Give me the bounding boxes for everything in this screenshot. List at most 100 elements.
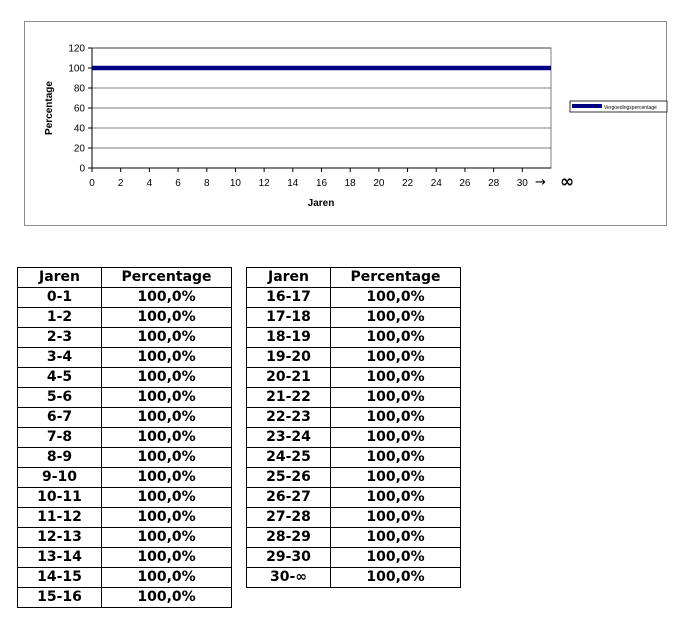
legend-swatch (572, 104, 602, 108)
table-row: 1-2 100,0% (17, 307, 232, 328)
cell-jaren: 12-13 (17, 527, 102, 548)
table-row: 13-14 100,0% (17, 547, 232, 568)
table-row: 5-6 100,0% (17, 387, 232, 408)
legend-box (569, 100, 668, 113)
x-tick-label: 30 (517, 178, 529, 189)
cell-jaren: 30-∞ (246, 567, 331, 588)
cell-jaren: 18-19 (246, 327, 331, 348)
cell-percentage: 100,0% (330, 407, 461, 428)
x-tick-label: 8 (204, 178, 210, 189)
table-header-row: Jaren Percentage (246, 267, 461, 288)
cell-percentage: 100,0% (101, 527, 232, 548)
cell-jaren: 15-16 (17, 587, 102, 608)
cell-percentage: 100,0% (330, 527, 461, 548)
y-tick-label: 40 (74, 124, 86, 135)
legend: Vergoedingspercentage (569, 100, 668, 113)
cell-percentage: 100,0% (330, 447, 461, 468)
table-row: 11-12 100,0% (17, 507, 232, 528)
cell-jaren: 28-29 (246, 527, 331, 548)
x-tick-label: 14 (287, 178, 299, 189)
y-tick-label: 80 (74, 84, 86, 95)
cell-jaren: 0-1 (17, 287, 102, 308)
table-row: 30-∞ 100,0% (246, 567, 461, 588)
cell-percentage: 100,0% (330, 487, 461, 508)
y-axis-ticks: 0 20 40 60 80 100 120 (68, 44, 92, 175)
table-row: 9-10 100,0% (17, 467, 232, 488)
y-tick-label: 20 (74, 144, 86, 155)
table-row: 14-15 100,0% (17, 567, 232, 588)
cell-jaren: 4-5 (17, 367, 102, 388)
cell-percentage: 100,0% (101, 287, 232, 308)
x-axis-end-infinity: ∞ (560, 172, 574, 192)
table-row: 8-9 100,0% (17, 447, 232, 468)
cell-percentage: 100,0% (101, 307, 232, 328)
rates-table-right: Jaren Percentage 16-17 100,0% 17-18 100,0% 1… (246, 267, 461, 588)
cell-percentage: 100,0% (101, 327, 232, 348)
table-header-row: Jaren Percentage (17, 267, 232, 288)
x-tick-label: 12 (259, 178, 271, 189)
x-tick-label: 16 (316, 178, 328, 189)
cell-percentage: 100,0% (101, 587, 232, 608)
column-header-jaren: Jaren (246, 267, 331, 288)
cell-jaren: 26-27 (246, 487, 331, 508)
table-row: 16-17 100,0% (246, 287, 461, 308)
x-tick-label: 26 (459, 178, 471, 189)
cell-jaren: 8-9 (17, 447, 102, 468)
cell-percentage: 100,0% (101, 427, 232, 448)
cell-jaren: 7-8 (17, 427, 102, 448)
table-row: 19-20 100,0% (246, 347, 461, 368)
cell-percentage: 100,0% (330, 567, 461, 588)
column-header-percentage: Percentage (101, 267, 232, 288)
cell-jaren: 22-23 (246, 407, 331, 428)
table-row: 23-24 100,0% (246, 427, 461, 448)
table-row: 18-19 100,0% (246, 327, 461, 348)
x-tick-label: 28 (488, 178, 500, 189)
table-body: 16-17 100,0% 17-18 100,0% 18-19 100,0% 19-20 10… (246, 287, 461, 588)
cell-percentage: 100,0% (330, 327, 461, 348)
cell-jaren: 23-24 (246, 427, 331, 448)
x-tick-label: 24 (431, 178, 443, 189)
cell-jaren: 16-17 (246, 287, 331, 308)
cell-percentage: 100,0% (330, 467, 461, 488)
cell-percentage: 100,0% (101, 567, 232, 588)
x-tick-label: 4 (147, 178, 153, 189)
table-row: 24-25 100,0% (246, 447, 461, 468)
table-row: 3-4 100,0% (17, 347, 232, 368)
cell-jaren: 17-18 (246, 307, 331, 328)
cell-percentage: 100,0% (330, 387, 461, 408)
cell-percentage: 100,0% (101, 387, 232, 408)
cell-jaren: 25-26 (246, 467, 331, 488)
cell-percentage: 100,0% (330, 427, 461, 448)
cell-jaren: 19-20 (246, 347, 331, 368)
table-row: 0-1 100,0% (17, 287, 232, 308)
x-tick-label: 0 (89, 178, 95, 189)
legend-label: Vergoedingspercentage (604, 105, 657, 111)
x-axis-title: Jaren (308, 198, 335, 209)
x-tick-label: 6 (175, 178, 181, 189)
cell-percentage: 100,0% (101, 547, 232, 568)
cell-jaren: 21-22 (246, 387, 331, 408)
table-row: 7-8 100,0% (17, 427, 232, 448)
table-body: 0-1 100,0% 1-2 100,0% 2-3 100,0% 3-4 100,0% 4-5 1… (17, 287, 232, 608)
cell-jaren: 24-25 (246, 447, 331, 468)
table-row: 26-27 100,0% (246, 487, 461, 508)
table-row: 17-18 100,0% (246, 307, 461, 328)
table-row: 29-30 100,0% (246, 547, 461, 568)
cell-percentage: 100,0% (101, 407, 232, 428)
cell-percentage: 100,0% (101, 367, 232, 388)
y-axis-title: Percentage (44, 81, 55, 135)
x-axis-ticks: 0 2 4 6 8 10 12 14 16 18 20 22 24 26 28 30 (89, 168, 528, 189)
y-tick-label: 120 (68, 44, 85, 55)
cell-percentage: 100,0% (101, 447, 232, 468)
cell-percentage: 100,0% (330, 507, 461, 528)
table-row: 10-11 100,0% (17, 487, 232, 508)
cell-jaren: 9-10 (17, 467, 102, 488)
y-tick-label: 0 (79, 164, 85, 175)
table-row: 27-28 100,0% (246, 507, 461, 528)
table-row: 22-23 100,0% (246, 407, 461, 428)
column-header-jaren: Jaren (17, 267, 102, 288)
x-tick-label: 20 (373, 178, 385, 189)
cell-percentage: 100,0% (101, 507, 232, 528)
cell-jaren: 20-21 (246, 367, 331, 388)
